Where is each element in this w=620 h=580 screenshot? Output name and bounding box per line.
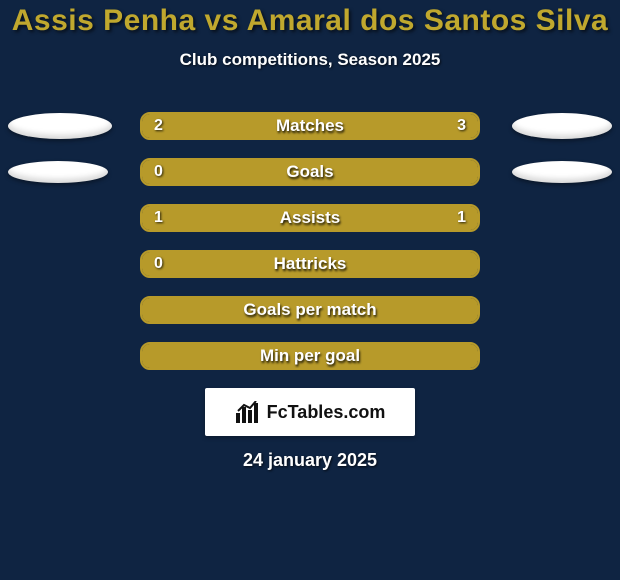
metric-label: Assists <box>280 208 340 228</box>
comparison-infographic: Assis Penha vs Amaral dos Santos Silva C… <box>0 0 620 580</box>
ellipse-left <box>8 113 112 139</box>
stat-row-assists: 1 Assists 1 <box>0 204 620 232</box>
stat-row-gpm: Goals per match <box>0 296 620 324</box>
value-left: 0 <box>154 255 163 273</box>
stat-row-mpg: Min per goal <box>0 342 620 370</box>
brand-text: FcTables.com <box>267 402 386 423</box>
brand-bars-icon <box>235 401 261 423</box>
ellipse-right <box>512 113 612 139</box>
metric-label: Matches <box>276 116 344 136</box>
bar-track: 0 Hattricks <box>140 250 480 278</box>
stat-row-matches: 2 Matches 3 <box>0 112 620 140</box>
metric-label: Goals per match <box>243 300 376 320</box>
bar-track: 1 Assists 1 <box>140 204 480 232</box>
stat-rows: 2 Matches 3 0 Goals 1 Assi <box>0 112 620 370</box>
ellipse-right <box>512 161 612 183</box>
value-left: 0 <box>154 163 163 181</box>
value-right: 1 <box>457 209 466 227</box>
bar-track: Goals per match <box>140 296 480 324</box>
value-left: 2 <box>154 117 163 135</box>
stat-row-hattricks: 0 Hattricks <box>0 250 620 278</box>
value-right: 3 <box>457 117 466 135</box>
page-title: Assis Penha vs Amaral dos Santos Silva <box>0 4 620 38</box>
bar-track: 0 Goals <box>140 158 480 186</box>
brand-badge: FcTables.com <box>205 388 415 436</box>
metric-label: Hattricks <box>274 254 347 274</box>
page-subtitle: Club competitions, Season 2025 <box>0 50 620 70</box>
value-left: 1 <box>154 209 163 227</box>
footer-date: 24 january 2025 <box>0 450 620 471</box>
metric-label: Min per goal <box>260 346 360 366</box>
metric-label: Goals <box>286 162 333 182</box>
ellipse-left <box>8 161 108 183</box>
stat-row-goals: 0 Goals <box>0 158 620 186</box>
bar-track: Min per goal <box>140 342 480 370</box>
bar-track: 2 Matches 3 <box>140 112 480 140</box>
